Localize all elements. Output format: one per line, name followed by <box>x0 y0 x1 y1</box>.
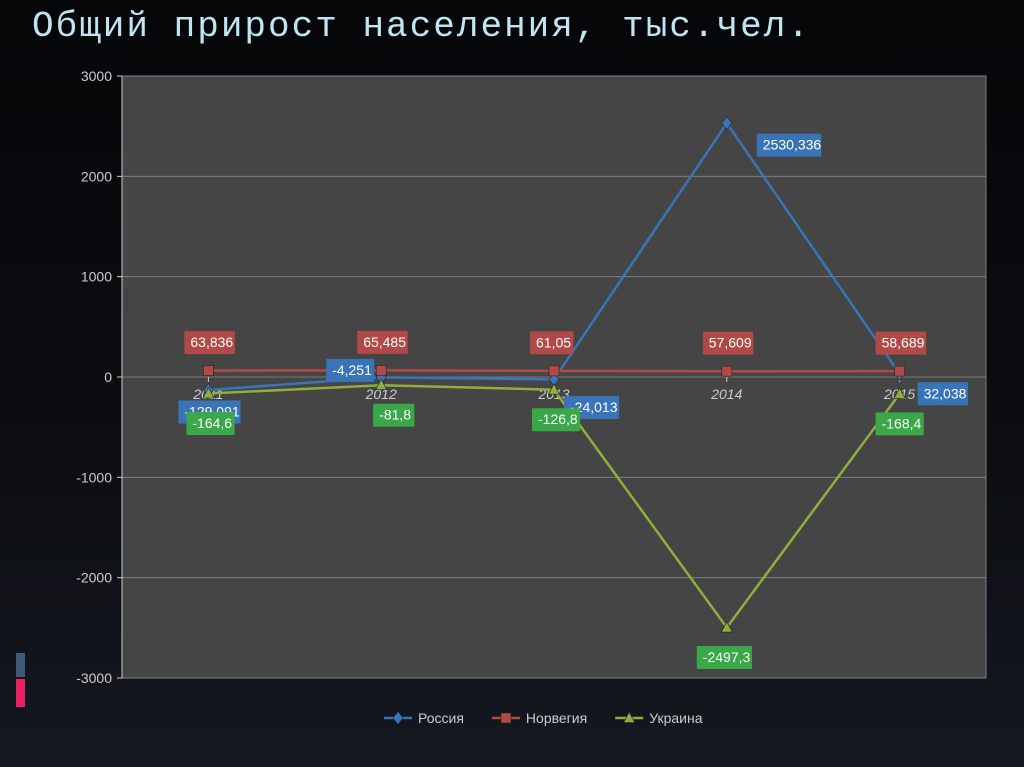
svg-text:57,609: 57,609 <box>709 335 752 351</box>
svg-text:2000: 2000 <box>81 168 112 184</box>
svg-text:63,836: 63,836 <box>190 334 233 350</box>
svg-text:Украина: Украина <box>649 710 703 726</box>
svg-text:-1000: -1000 <box>76 469 112 485</box>
svg-text:0: 0 <box>104 369 112 385</box>
svg-text:-126,8: -126,8 <box>538 411 578 427</box>
slide: Общий прирост населения, тыс.чел. -3000 -… <box>0 0 1024 767</box>
slide-accent-bars <box>0 567 28 707</box>
svg-text:Россия: Россия <box>418 710 464 726</box>
svg-text:32,038: 32,038 <box>924 385 967 401</box>
svg-text:61,05: 61,05 <box>536 334 571 350</box>
svg-text:-4,251: -4,251 <box>332 362 372 378</box>
svg-text:1000: 1000 <box>81 269 112 285</box>
slide-title: Общий прирост населения, тыс.чел. <box>32 6 811 47</box>
svg-text:Норвегия: Норвегия <box>526 710 587 726</box>
svg-text:65,485: 65,485 <box>363 334 406 350</box>
svg-text:3000: 3000 <box>81 68 112 84</box>
svg-text:2014: 2014 <box>710 386 742 402</box>
svg-text:-2000: -2000 <box>76 570 112 586</box>
svg-text:58,689: 58,689 <box>882 335 925 351</box>
svg-text:-164,6: -164,6 <box>192 415 232 431</box>
svg-text:-81,8: -81,8 <box>379 407 411 423</box>
svg-text:2530,336: 2530,336 <box>763 137 822 153</box>
svg-text:-3000: -3000 <box>76 670 112 686</box>
chart-svg: -3000-2000-10000100020003000201120122013… <box>66 64 1006 754</box>
svg-text:-2497,3: -2497,3 <box>703 649 751 665</box>
chart: -3000-2000-10000100020003000201120122013… <box>66 64 1006 754</box>
svg-text:-168,4: -168,4 <box>882 415 922 431</box>
